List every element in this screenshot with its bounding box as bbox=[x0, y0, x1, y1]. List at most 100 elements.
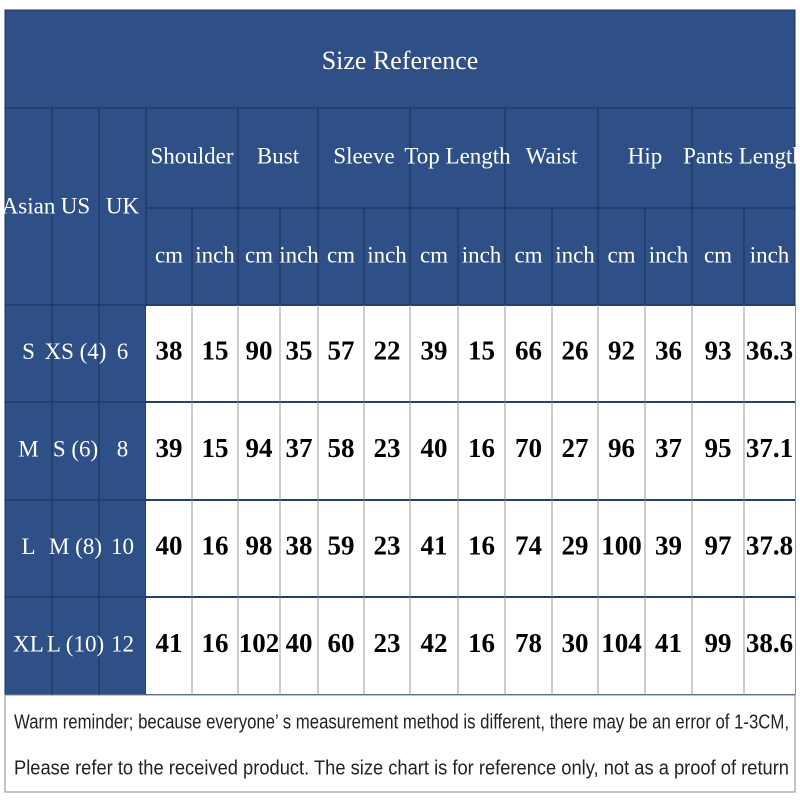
cell-value: 39 bbox=[655, 531, 682, 561]
cell-value: 74 bbox=[515, 531, 542, 561]
cell-value: 39 bbox=[421, 336, 448, 366]
column-header: Asian bbox=[2, 193, 56, 218]
cell-value: 100 bbox=[601, 531, 642, 561]
group-header: Pants Length bbox=[683, 143, 800, 168]
cell-value: 41 bbox=[156, 628, 183, 658]
cell-value: 42 bbox=[421, 628, 448, 658]
cell-value: 40 bbox=[156, 531, 183, 561]
cell-value: 22 bbox=[374, 336, 401, 366]
unit-header: cm bbox=[155, 242, 183, 267]
cell-value: 58 bbox=[328, 433, 355, 463]
footer-line: Warm reminder; because everyone’ s measu… bbox=[14, 710, 789, 733]
group-header: Bust bbox=[257, 143, 300, 168]
cell-value: 90 bbox=[246, 336, 273, 366]
data-area bbox=[146, 306, 795, 401]
cell-value: 16 bbox=[468, 628, 495, 658]
unit-header: cm bbox=[420, 242, 448, 267]
cell-value: 57 bbox=[328, 336, 355, 366]
data-area bbox=[146, 403, 795, 499]
cell-value: 66 bbox=[515, 336, 542, 366]
cell-value: 40 bbox=[421, 433, 448, 463]
cell-value: 40 bbox=[286, 628, 313, 658]
size-label: S bbox=[22, 339, 35, 364]
unit-header: cm bbox=[704, 242, 732, 267]
cell-value: 23 bbox=[374, 531, 401, 561]
unit-header: cm bbox=[514, 242, 542, 267]
unit-header: inch bbox=[750, 242, 790, 267]
cell-value: 15 bbox=[468, 336, 495, 366]
unit-header: cm bbox=[327, 242, 355, 267]
cell-value: 97 bbox=[705, 531, 732, 561]
size-label: L bbox=[21, 534, 35, 559]
size-label: L (10) bbox=[47, 631, 104, 656]
unit-header: inch bbox=[195, 242, 235, 267]
group-header: Hip bbox=[628, 143, 663, 168]
cell-value: 37.1 bbox=[746, 433, 793, 463]
group-header: Top Length bbox=[404, 143, 511, 168]
cell-value: 41 bbox=[421, 531, 448, 561]
unit-header: inch bbox=[279, 242, 319, 267]
cell-value: 30 bbox=[562, 628, 589, 658]
cell-value: 15 bbox=[202, 336, 229, 366]
group-header: Sleeve bbox=[333, 143, 394, 168]
data-area bbox=[146, 501, 795, 596]
unit-header: inch bbox=[555, 242, 595, 267]
cell-value: 99 bbox=[705, 628, 732, 658]
cell-value: 38 bbox=[286, 531, 313, 561]
column-header: US bbox=[61, 193, 90, 218]
cell-value: 37 bbox=[286, 433, 313, 463]
unit-header: inch bbox=[649, 242, 689, 267]
unit-header: cm bbox=[607, 242, 635, 267]
cell-value: 36.3 bbox=[746, 336, 793, 366]
cell-value: 37.8 bbox=[746, 531, 793, 561]
size-label: XL bbox=[13, 631, 44, 656]
cell-value: 104 bbox=[601, 628, 642, 658]
cell-value: 59 bbox=[328, 531, 355, 561]
size-label: XS (4) bbox=[45, 339, 107, 364]
cell-value: 27 bbox=[562, 433, 589, 463]
cell-value: 26 bbox=[562, 336, 589, 366]
size-label: 6 bbox=[117, 339, 129, 364]
cell-value: 16 bbox=[468, 531, 495, 561]
unit-header: cm bbox=[245, 242, 273, 267]
cell-value: 16 bbox=[202, 531, 229, 561]
cell-value: 98 bbox=[246, 531, 273, 561]
cell-value: 37 bbox=[655, 433, 682, 463]
size-label: 12 bbox=[111, 631, 134, 656]
cell-value: 35 bbox=[286, 336, 313, 366]
unit-header: inch bbox=[462, 242, 502, 267]
cell-value: 15 bbox=[202, 433, 229, 463]
cell-value: 23 bbox=[374, 628, 401, 658]
footer-box bbox=[4, 694, 796, 793]
group-header: Shoulder bbox=[150, 143, 233, 168]
cell-value: 16 bbox=[202, 628, 229, 658]
cell-value: 60 bbox=[328, 628, 355, 658]
cell-value: 102 bbox=[239, 628, 280, 658]
cell-value: 78 bbox=[515, 628, 542, 658]
cell-value: 16 bbox=[468, 433, 495, 463]
size-label: M bbox=[18, 436, 38, 461]
cell-value: 29 bbox=[562, 531, 589, 561]
cell-value: 92 bbox=[608, 336, 635, 366]
title: Size Reference bbox=[322, 46, 479, 75]
footer-line: Please refer to the received product. Th… bbox=[14, 756, 789, 779]
size-label: S (6) bbox=[53, 436, 98, 461]
cell-value: 23 bbox=[374, 433, 401, 463]
cell-value: 39 bbox=[156, 433, 183, 463]
cell-value: 38.6 bbox=[746, 628, 793, 658]
cell-value: 96 bbox=[608, 433, 635, 463]
column-header: UK bbox=[106, 193, 140, 218]
unit-header: inch bbox=[367, 242, 407, 267]
cell-value: 95 bbox=[705, 433, 732, 463]
size-label: 10 bbox=[111, 534, 134, 559]
size-label: M (8) bbox=[49, 534, 102, 559]
cell-value: 93 bbox=[705, 336, 732, 366]
size-label: 8 bbox=[117, 436, 129, 461]
cell-value: 94 bbox=[246, 433, 273, 463]
cell-value: 41 bbox=[655, 628, 682, 658]
group-header: Waist bbox=[526, 143, 578, 168]
cell-value: 36 bbox=[655, 336, 682, 366]
data-area bbox=[146, 598, 795, 694]
cell-value: 70 bbox=[515, 433, 542, 463]
